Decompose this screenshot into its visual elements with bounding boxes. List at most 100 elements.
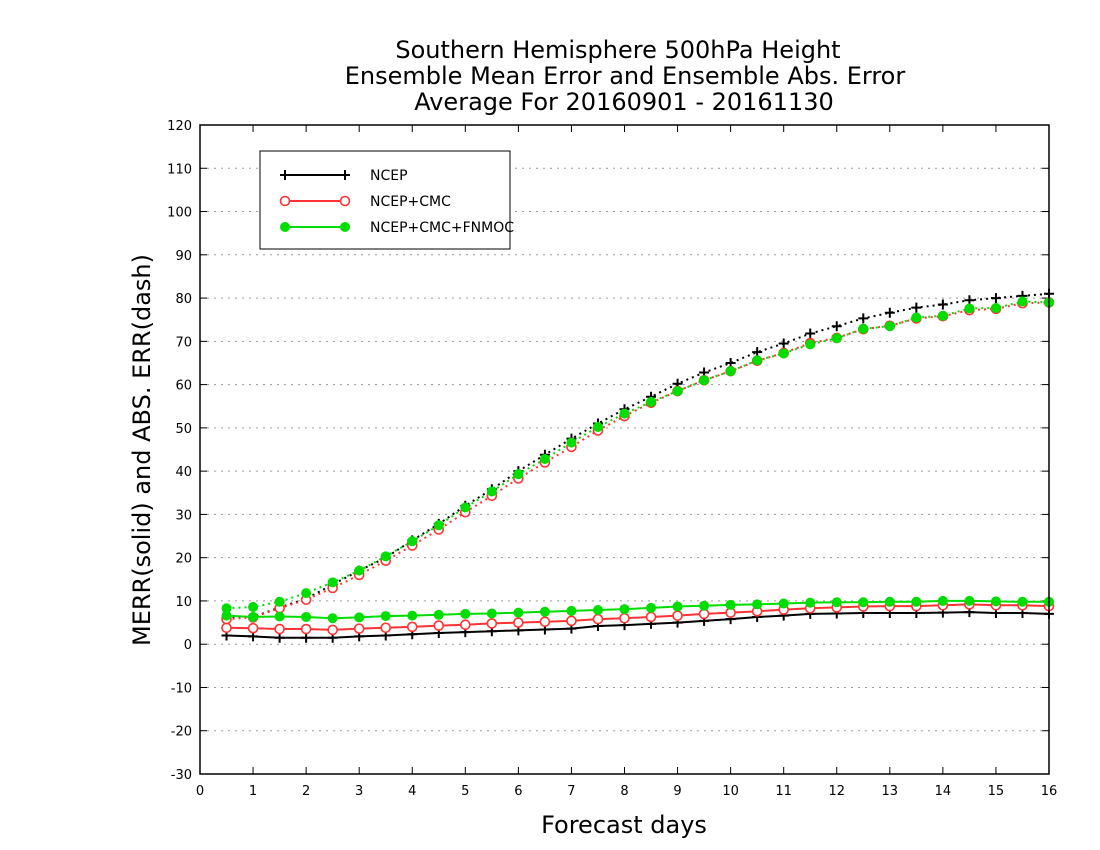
merr-point-ncep-cmc-fnmoc	[248, 611, 259, 622]
legend-label-ncep: NCEP	[370, 168, 408, 184]
x-tick-label: 15	[988, 784, 1005, 799]
x-tick-label: 11	[775, 784, 792, 799]
merr-point-ncep-cmc-fnmoc	[221, 610, 232, 621]
merr-line-ncep	[226, 611, 1050, 639]
y-tick-label: 10	[175, 595, 192, 610]
abs-err-point-ncep	[858, 313, 869, 324]
y-tick-label: 40	[175, 465, 192, 480]
x-tick-label: 16	[1041, 784, 1058, 799]
merr-point-ncep-cmc-fnmoc	[964, 595, 975, 606]
merr-point-ncep-cmc-fnmoc	[778, 598, 789, 609]
series-layer	[221, 288, 1055, 643]
merr-point-ncep	[301, 632, 312, 643]
y-tick-label: 100	[167, 206, 192, 221]
abs-err-point-ncep-cmc-fnmoc	[911, 312, 922, 323]
series-ncep-cmc	[221, 297, 1055, 636]
merr-point-ncep-cmc-fnmoc	[646, 602, 657, 613]
abs-err-point-ncep-cmc-fnmoc	[407, 536, 418, 547]
merr-point-ncep-cmc-fnmoc	[380, 611, 391, 622]
merr-point-ncep-cmc-fnmoc	[327, 613, 338, 624]
legend-marker-ncep	[340, 170, 350, 180]
merr-point-ncep-cmc-fnmoc	[460, 608, 471, 619]
chart-title-line-3: Average For 20160901 - 20161130	[414, 88, 834, 116]
legend-marker-ncep-cmc	[339, 195, 351, 207]
abs-err-point-ncep-cmc-fnmoc	[672, 386, 683, 397]
merr-point-ncep-cmc-fnmoc	[354, 612, 365, 623]
merr-point-ncep-cmc-fnmoc	[725, 599, 736, 610]
merr-point-ncep-cmc-fnmoc	[805, 597, 816, 608]
merr-point-ncep-cmc	[433, 620, 445, 631]
merr-point-ncep-cmc-fnmoc	[672, 601, 683, 612]
legend-marker-ncep	[280, 170, 290, 180]
abs-err-point-ncep-cmc-fnmoc	[1017, 296, 1028, 307]
legend-marker-ncep-cmc-fnmoc	[340, 222, 350, 232]
abs-err-point-ncep-cmc-fnmoc	[725, 366, 736, 377]
abs-err-line-ncep-cmc-fnmoc	[226, 300, 1050, 610]
abs-err-point-ncep-cmc-fnmoc	[805, 339, 816, 350]
abs-err-point-ncep	[884, 307, 895, 318]
x-tick-label: 12	[828, 784, 845, 799]
plot-frame	[199, 124, 1050, 775]
abs-err-point-ncep-cmc-fnmoc	[221, 603, 232, 614]
abs-err-point-ncep-cmc-fnmoc	[301, 588, 312, 599]
merr-point-ncep-cmc	[460, 619, 471, 631]
x-tick-label: 8	[620, 784, 628, 799]
merr-point-ncep-cmc	[619, 612, 630, 624]
series-ncep-cmc-fnmoc	[221, 296, 1054, 624]
abs-err-point-ncep	[911, 302, 922, 313]
x-tick-label: 5	[461, 784, 469, 799]
merr-point-ncep-cmc-fnmoc	[990, 596, 1001, 607]
abs-err-point-ncep-cmc-fnmoc	[327, 577, 338, 588]
merr-point-ncep-cmc	[300, 623, 312, 635]
y-tick-label: 70	[175, 335, 192, 350]
x-tick-label: 6	[514, 784, 522, 799]
merr-point-ncep-cmc	[672, 610, 683, 621]
y-tick-label: -10	[171, 681, 192, 696]
y-tick-label: 20	[175, 552, 192, 567]
abs-err-line-ncep-cmc	[226, 301, 1050, 621]
merr-point-ncep-cmc	[566, 615, 577, 627]
legend: NCEP NCEP+CMC NCEP+CMC+FNMOC	[259, 150, 514, 250]
y-tick-label: 110	[167, 162, 192, 177]
grid-lines	[200, 167, 1049, 732]
legend-marker-ncep-cmc	[279, 195, 291, 207]
merr-point-ncep-cmc-fnmoc	[858, 597, 869, 608]
merr-point-ncep-cmc-fnmoc	[911, 596, 922, 607]
merr-point-ncep-cmc-fnmoc	[433, 609, 444, 620]
merr-point-ncep-cmc	[380, 622, 392, 634]
abs-err-point-ncep-cmc-fnmoc	[513, 469, 524, 480]
merr-point-ncep-cmc-fnmoc	[274, 611, 285, 622]
merr-point-ncep-cmc-fnmoc	[884, 596, 895, 607]
abs-err-point-ncep-cmc-fnmoc	[433, 520, 444, 531]
abs-err-point-ncep-cmc-fnmoc	[937, 310, 948, 321]
x-tick-label: 4	[408, 784, 416, 799]
x-tick-label: 9	[673, 784, 681, 799]
merr-point-ncep-cmc-fnmoc	[513, 607, 524, 618]
x-tick-label: 13	[882, 784, 899, 799]
legend-label-ncep-cmc: NCEP+CMC	[370, 194, 451, 210]
merr-point-ncep-cmc	[247, 622, 259, 634]
y-tick-label: 30	[175, 508, 192, 523]
merr-point-ncep-cmc	[698, 608, 710, 620]
y-tick-label: 90	[175, 249, 192, 264]
merr-point-ncep-cmc	[221, 622, 232, 634]
x-tick-label: 3	[355, 784, 363, 799]
y-tick-label: 80	[175, 292, 192, 307]
merr-point-ncep-cmc	[539, 616, 551, 628]
x-tick-label: 14	[935, 784, 952, 799]
merr-point-ncep-cmc-fnmoc	[699, 600, 710, 611]
abs-err-point-ncep-cmc-fnmoc	[964, 303, 975, 314]
merr-point-ncep-cmc-fnmoc	[752, 599, 763, 610]
merr-point-ncep-cmc-fnmoc	[592, 605, 603, 616]
abs-err-point-ncep	[805, 328, 816, 339]
x-tick-label: 7	[567, 784, 575, 799]
abs-err-point-ncep-cmc-fnmoc	[831, 333, 842, 344]
abs-err-point-ncep-cmc-fnmoc	[884, 321, 895, 332]
abs-err-point-ncep-cmc-fnmoc	[990, 303, 1001, 314]
y-tick-label: 120	[167, 119, 192, 134]
merr-point-ncep-cmc	[353, 623, 365, 634]
merr-point-ncep-cmc	[406, 621, 418, 633]
legend-marker-ncep-cmc-fnmoc	[280, 222, 290, 232]
